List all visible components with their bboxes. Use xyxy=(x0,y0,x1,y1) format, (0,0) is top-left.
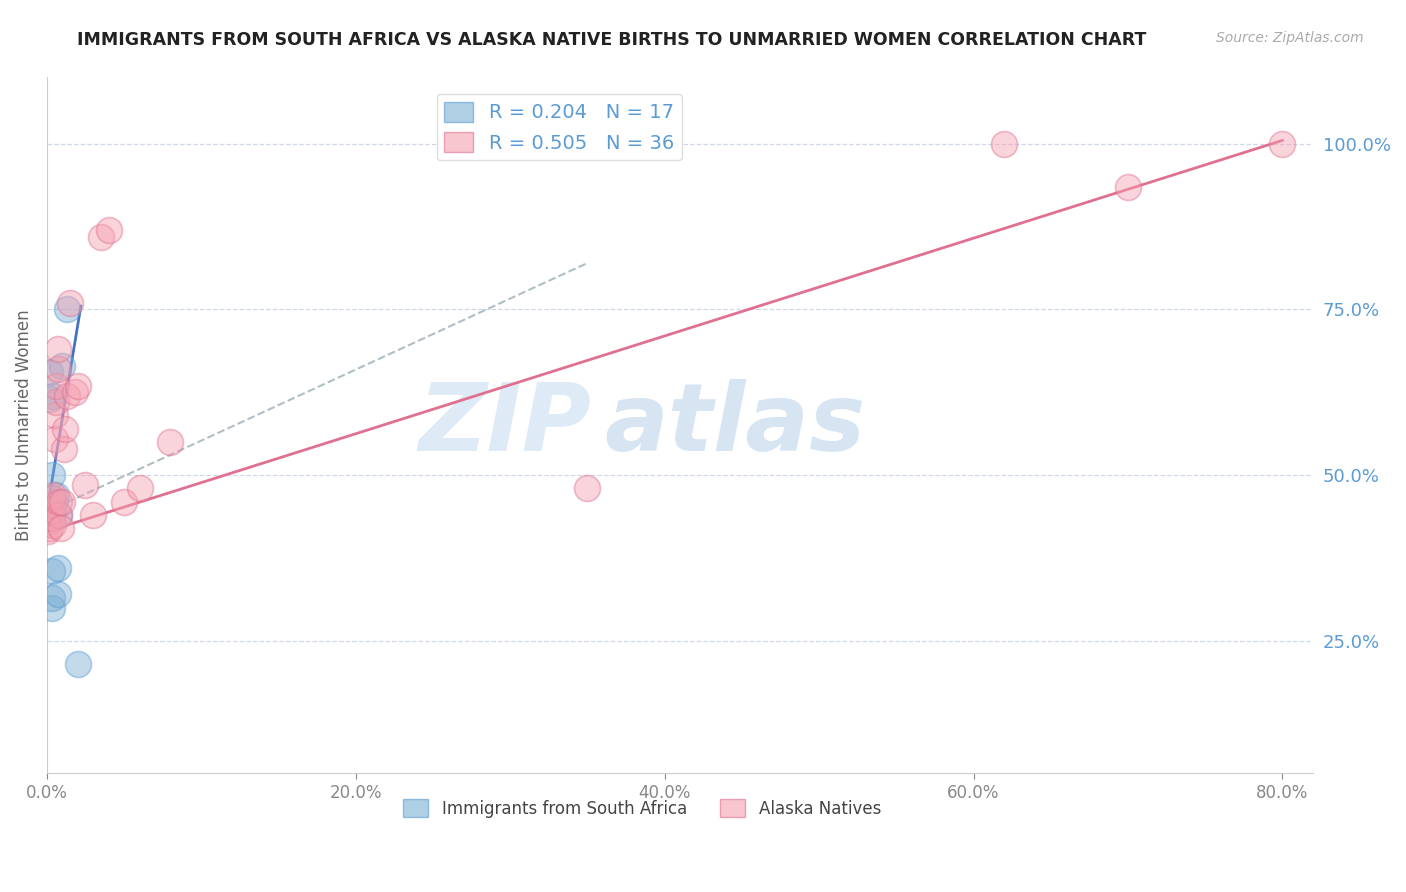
Point xyxy=(56,389,79,403)
Point xyxy=(44,409,66,423)
Point xyxy=(39,392,62,406)
Point xyxy=(42,505,65,519)
Point xyxy=(63,385,86,400)
Y-axis label: Births to Unmarried Women: Births to Unmarried Women xyxy=(15,310,32,541)
Point xyxy=(48,508,70,522)
Point xyxy=(59,295,82,310)
Point xyxy=(576,482,599,496)
Point xyxy=(1271,136,1294,151)
Legend: Immigrants from South Africa, Alaska Natives: Immigrants from South Africa, Alaska Nat… xyxy=(396,793,887,824)
Text: IMMIGRANTS FROM SOUTH AFRICA VS ALASKA NATIVE BIRTHS TO UNMARRIED WOMEN CORRELAT: IMMIGRANTS FROM SOUTH AFRICA VS ALASKA N… xyxy=(77,31,1147,49)
Point xyxy=(993,136,1015,151)
Point xyxy=(42,389,65,403)
Point xyxy=(128,482,150,496)
Point xyxy=(52,442,75,456)
Point xyxy=(48,508,70,522)
Point xyxy=(75,478,97,492)
Point xyxy=(45,488,67,502)
Point xyxy=(46,561,69,575)
Point xyxy=(42,488,65,502)
Point xyxy=(39,521,62,535)
Point xyxy=(37,515,59,529)
Point xyxy=(82,508,104,522)
Point xyxy=(1116,179,1139,194)
Point xyxy=(46,342,69,356)
Point xyxy=(112,494,135,508)
Text: ZIP: ZIP xyxy=(419,379,592,472)
Point xyxy=(66,657,89,671)
Point xyxy=(37,498,59,512)
Point xyxy=(41,564,63,578)
Point xyxy=(39,505,62,519)
Point xyxy=(41,511,63,525)
Point xyxy=(66,378,89,392)
Point xyxy=(37,524,59,539)
Point xyxy=(48,494,70,508)
Point xyxy=(49,521,72,535)
Point xyxy=(44,494,66,508)
Point xyxy=(41,498,63,512)
Point xyxy=(45,395,67,409)
Point xyxy=(55,422,77,436)
Point xyxy=(46,362,69,376)
Text: atlas: atlas xyxy=(605,379,865,472)
Point xyxy=(41,491,63,506)
Point xyxy=(41,468,63,483)
Point xyxy=(42,517,65,532)
Point xyxy=(45,378,67,392)
Point xyxy=(46,587,69,601)
Point xyxy=(159,435,181,450)
Point xyxy=(39,365,62,379)
Point xyxy=(97,223,120,237)
Point xyxy=(51,494,73,508)
Point xyxy=(44,432,66,446)
Text: Source: ZipAtlas.com: Source: ZipAtlas.com xyxy=(1216,31,1364,45)
Point xyxy=(56,302,79,317)
Point xyxy=(41,600,63,615)
Point xyxy=(41,591,63,605)
Point xyxy=(51,359,73,373)
Point xyxy=(90,229,112,244)
